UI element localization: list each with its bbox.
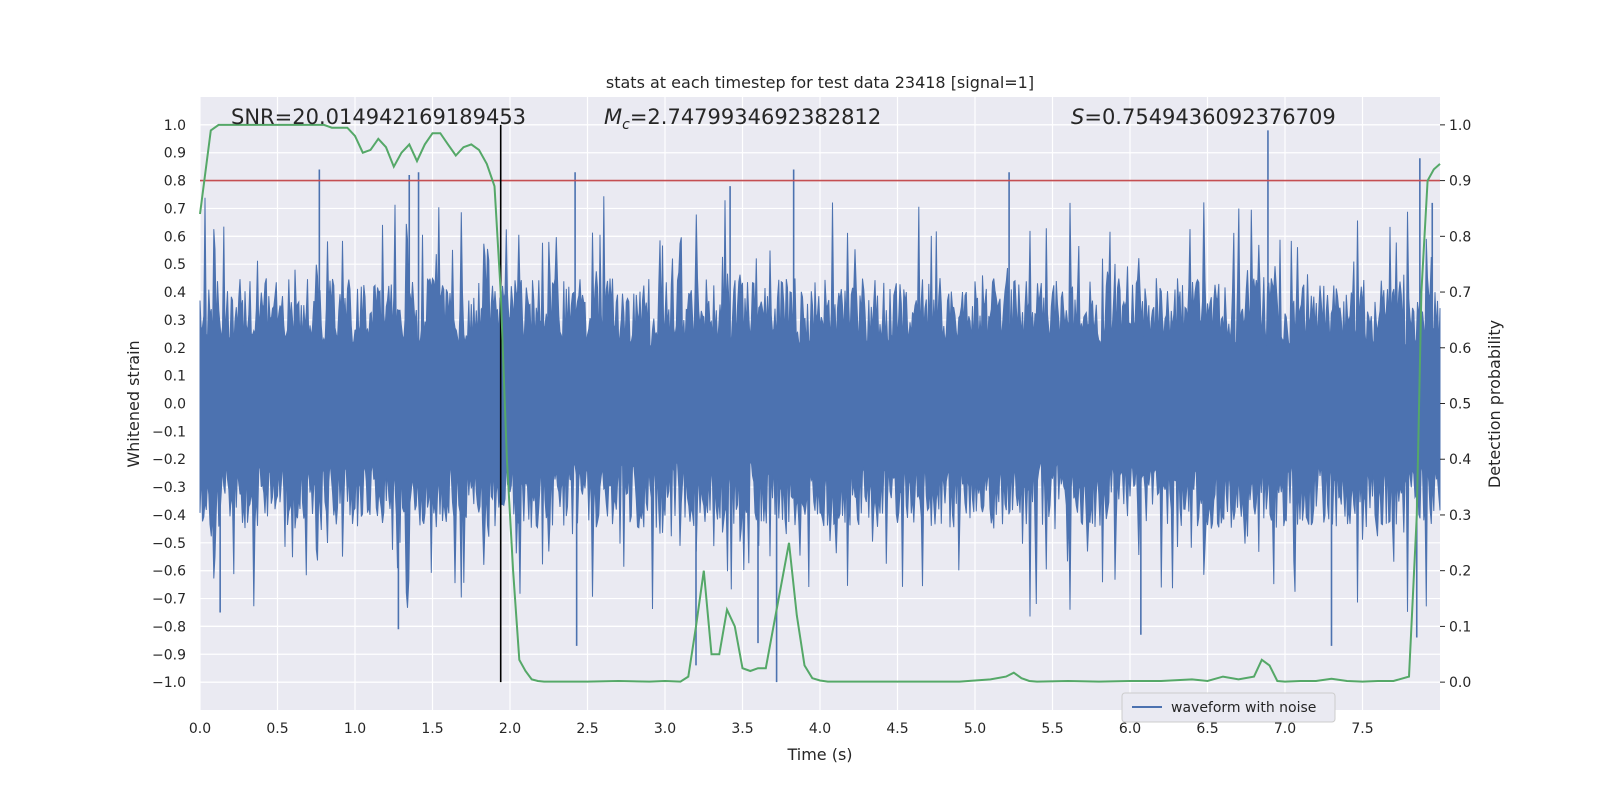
y-left-tick-label: 0.6 — [164, 229, 186, 245]
legend-box — [1121, 692, 1336, 723]
y-left-tick-label: −0.6 — [152, 564, 186, 580]
y-left-tick-label: 0.5 — [164, 257, 186, 273]
s-annotation: S=0.7549436092376709 — [1071, 105, 1336, 129]
overlays — [199, 123, 1441, 683]
detection-probability-line — [199, 123, 1441, 683]
y-left-tick-label: −1.0 — [152, 675, 186, 691]
y-left-tick-label: −0.1 — [152, 424, 186, 440]
chirp-mass-annotation: Mc=2.7479934692382812 — [604, 105, 881, 133]
y-left-tick-label: 0.0 — [164, 397, 186, 413]
chirp-mass-symbol: M — [604, 105, 622, 129]
x-tick-label: 6.5 — [1196, 721, 1218, 737]
x-tick-label: 7.0 — [1274, 721, 1296, 737]
chart-title: stats at each timestep for test data 234… — [606, 73, 1034, 92]
y-left-tick-label: −0.7 — [152, 592, 186, 608]
x-tick-label: 0.5 — [266, 721, 288, 737]
y-left-tick-label: −0.8 — [152, 619, 186, 635]
legend-label-waveform: waveform with noise — [1171, 700, 1316, 716]
y-right-tick-label: 0.6 — [1449, 341, 1471, 357]
y-right-tick-label: 0.5 — [1449, 397, 1471, 413]
y-right-tick-label: 0.0 — [1449, 675, 1471, 691]
y-right-tick-label: 0.9 — [1449, 174, 1471, 190]
x-tick-label: 7.5 — [1351, 721, 1373, 737]
snr-annotation: SNR=20.014942169189453 — [231, 105, 526, 129]
y-right-tick-label: 0.2 — [1449, 564, 1471, 580]
s-symbol: S — [1071, 105, 1084, 129]
y-left-tick-label: −0.4 — [152, 508, 186, 524]
y-left-axis-ticks: 1.0 0.9 0.8 0.7 0.6 0.5 0.4 0.3 0.2 0.1 0.0 −0.1 −0.… — [152, 118, 186, 691]
legend: waveform with noise — [1121, 692, 1336, 723]
x-tick-label: 3.0 — [654, 721, 676, 737]
x-axis-label: Time (s) — [786, 745, 852, 764]
y-right-tick-label: 0.3 — [1449, 508, 1471, 524]
y-left-tick-label: 0.1 — [164, 369, 186, 385]
y-left-tick-label: 0.3 — [164, 313, 186, 329]
x-tick-label: 1.5 — [421, 721, 443, 737]
x-tick-label: 4.0 — [809, 721, 831, 737]
y-right-axis-label: Detection probability — [1485, 320, 1504, 488]
y-left-tick-label: 0.9 — [164, 146, 186, 162]
s-value: =0.7549436092376709 — [1084, 105, 1335, 129]
strain-series — [199, 130, 1441, 683]
x-tick-label: 5.0 — [964, 721, 986, 737]
x-tick-label: 6.0 — [1119, 721, 1141, 737]
waveform-with-noise-body — [199, 196, 1441, 617]
y-left-tick-label: 0.2 — [164, 341, 186, 357]
x-tick-label: 4.5 — [886, 721, 908, 737]
y-left-tick-label: −0.3 — [152, 480, 186, 496]
x-tick-label: 0.0 — [189, 721, 211, 737]
y-left-tick-label: 0.8 — [164, 174, 186, 190]
y-left-tick-label: 0.4 — [164, 285, 186, 301]
y-right-tick-label: 0.4 — [1449, 452, 1471, 468]
chirp-mass-value: =2.7479934692382812 — [630, 105, 881, 129]
y-right-tick-label: 0.8 — [1449, 229, 1471, 245]
y-right-tick-label: 1.0 — [1449, 118, 1471, 134]
y-left-tick-label: −0.9 — [152, 647, 186, 663]
x-tick-label: 5.5 — [1041, 721, 1063, 737]
x-axis-ticks: 0.0 0.5 1.0 1.5 2.0 2.5 3.0 3.5 4.0 4.5 5.0 5.5 6.0 6… — [189, 721, 1374, 737]
x-tick-label: 3.5 — [731, 721, 753, 737]
x-tick-label: 2.5 — [576, 721, 598, 737]
y-left-tick-label: 0.7 — [164, 201, 186, 217]
y-right-tick-label: 0.7 — [1449, 285, 1471, 301]
y-left-tick-label: −0.5 — [152, 536, 186, 552]
chirp-mass-subscript: c — [622, 117, 630, 133]
y-left-tick-label: 1.0 — [164, 118, 186, 134]
y-left-axis-label: Whitened strain — [124, 340, 143, 467]
y-right-axis-ticks: 1.0 0.9 0.8 0.7 0.6 0.5 0.4 0.3 0.2 0.1 0.0 — [1440, 118, 1471, 691]
x-tick-label: 1.0 — [344, 721, 366, 737]
y-right-tick-label: 0.1 — [1449, 619, 1471, 635]
x-tick-label: 2.0 — [499, 721, 521, 737]
y-left-tick-label: −0.2 — [152, 452, 186, 468]
